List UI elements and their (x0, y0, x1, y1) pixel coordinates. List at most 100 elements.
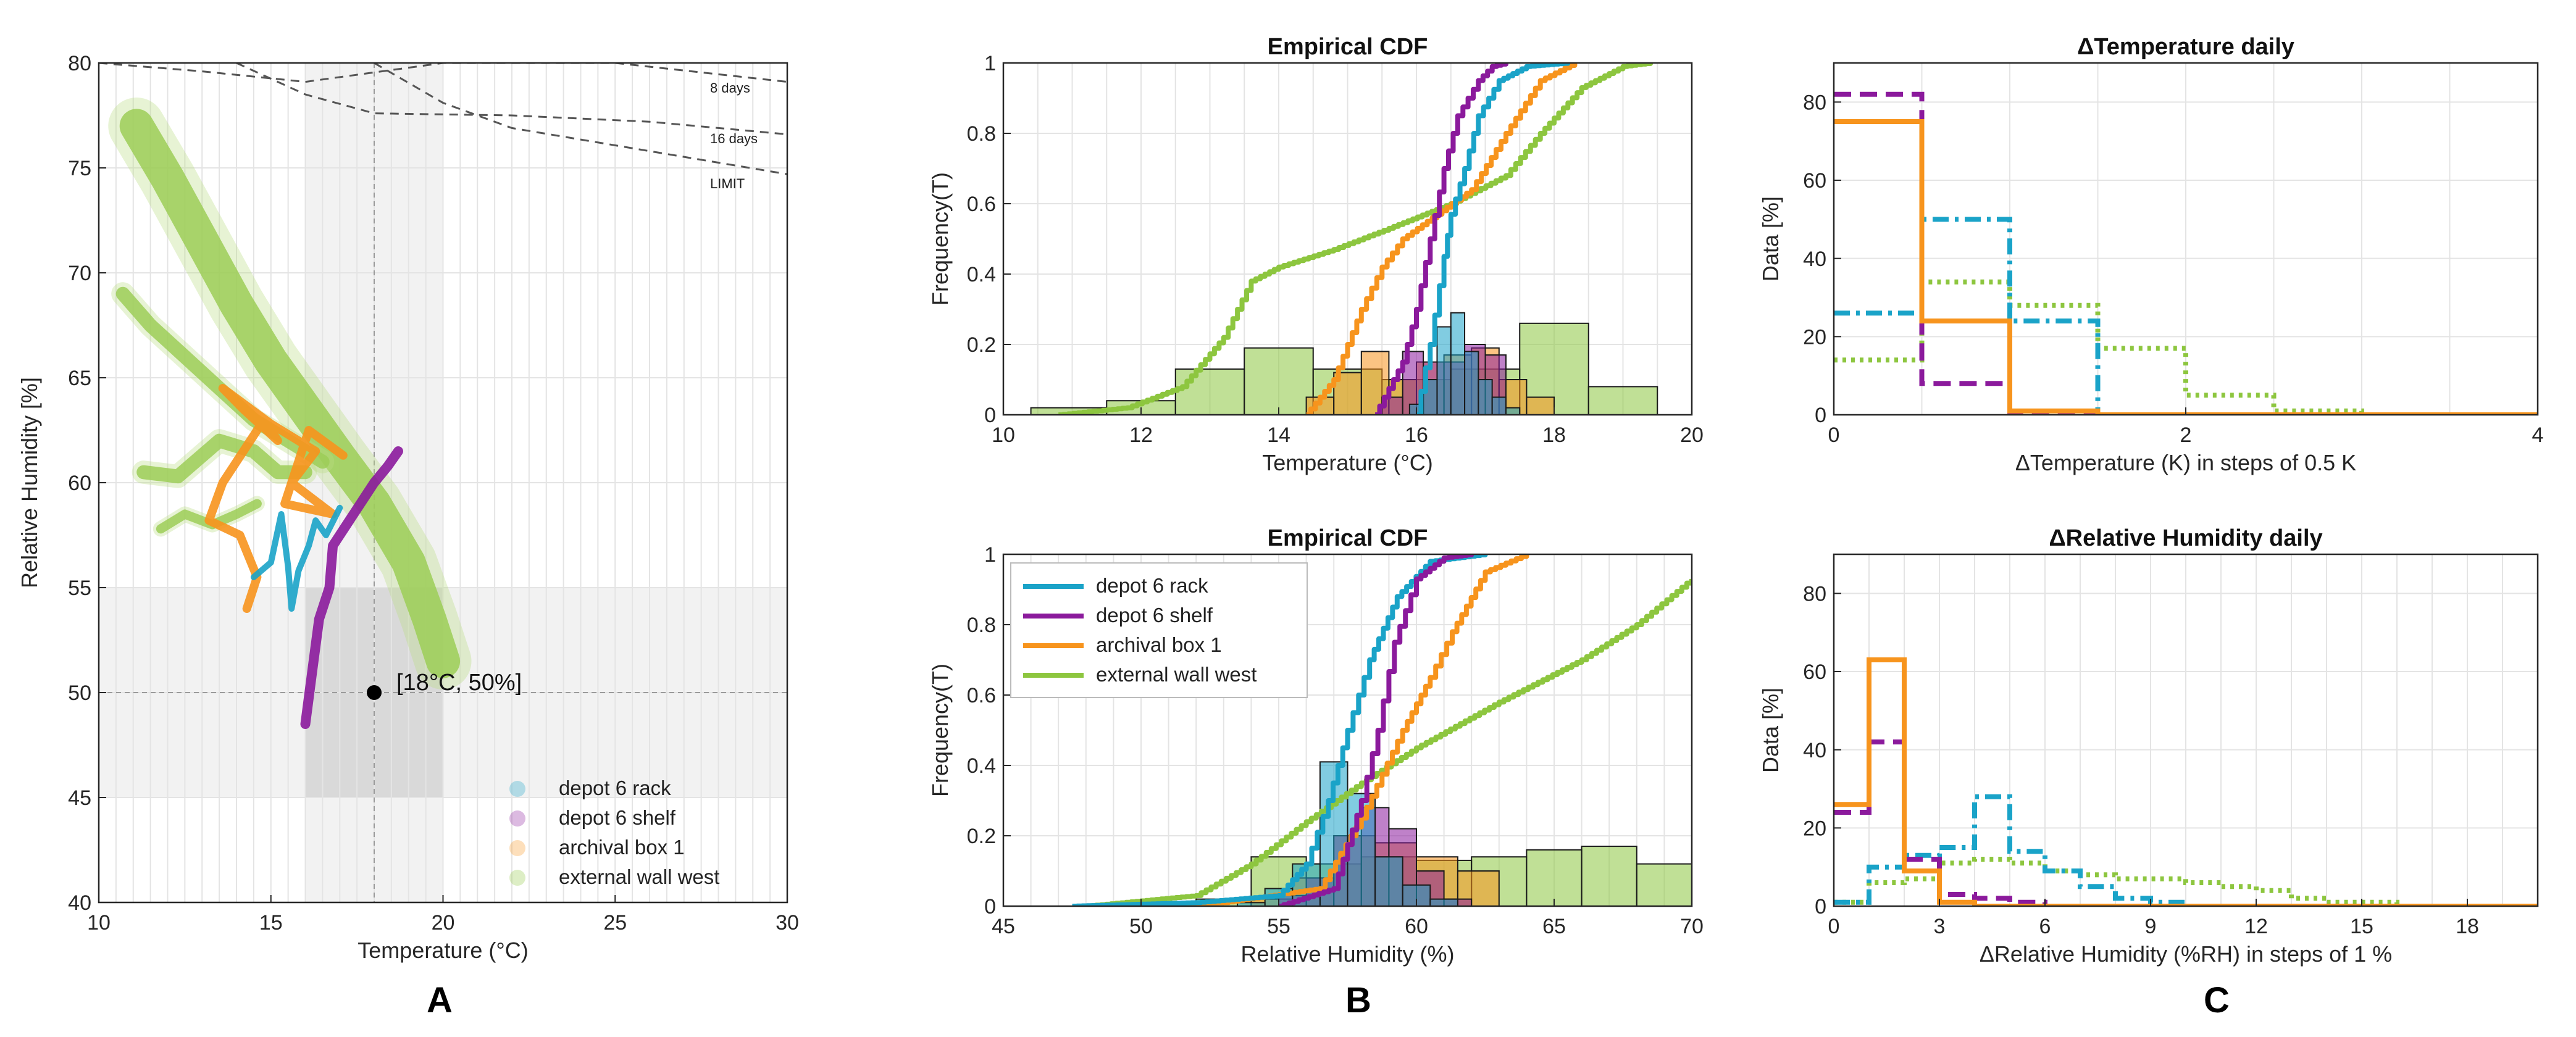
histogram-bar (1636, 863, 1692, 906)
y-tick-label: 45 (68, 786, 91, 810)
series-external-wall-west-halo (108, 98, 472, 689)
x-tick-label: 30 (776, 911, 799, 935)
x-tick-label: 60 (1405, 915, 1428, 938)
y-tick-label: 0.2 (967, 333, 996, 357)
y-axis-label: Frequency(T) (927, 664, 953, 797)
x-axis-label: ΔTemperature (K) in steps of 0.5 K (2015, 450, 2356, 475)
y-tick-label: 0 (1815, 404, 1826, 427)
y-tick-label: 75 (68, 157, 91, 180)
y-tick-label: 1 (984, 52, 996, 75)
y-axis-label: Data [%] (1758, 688, 1783, 773)
y-tick-label: 55 (68, 577, 91, 600)
y-tick-label: 80 (68, 52, 91, 75)
y-tick-label: 60 (68, 472, 91, 495)
legend-label: external wall west (1096, 663, 1257, 686)
x-tick-label: 70 (1680, 915, 1704, 938)
chart-title: ΔRelative Humidity daily (2049, 525, 2322, 551)
histogram-bar (1478, 379, 1493, 415)
isoline (374, 63, 787, 175)
histogram-bar (1244, 347, 1314, 415)
y-tick-label: 60 (1803, 169, 1826, 193)
x-tick-label: 12 (1129, 423, 1153, 447)
y-tick-label: 20 (1803, 817, 1826, 841)
x-tick-label: 0 (1828, 423, 1840, 447)
target-point (367, 685, 382, 700)
histogram-bar (1174, 368, 1245, 415)
panel-letters: A B C (427, 980, 2230, 1020)
y-tick-label: 0 (984, 895, 996, 918)
y-tick-label: 80 (1803, 583, 1826, 606)
chart-title: ΔTemperature daily (2077, 34, 2294, 60)
x-tick-label: 55 (1267, 915, 1290, 938)
cdf-line-depot-6-shelf (1375, 63, 1508, 415)
legend-label: depot 6 rack (1096, 574, 1208, 597)
y-tick-label: 65 (68, 367, 91, 390)
y-tick-label: 1 (984, 543, 996, 567)
cdf-line-external-wall-west (1058, 63, 1654, 415)
histogram-bar (1436, 326, 1452, 415)
series-external-wall-west-halo (132, 429, 317, 488)
histogram-bar (1526, 849, 1583, 906)
histogram-bar (1450, 312, 1466, 415)
x-tick-label: 3 (1934, 915, 1946, 938)
histogram-bars (1085, 761, 1692, 906)
chart-title: Empirical CDF (1268, 525, 1428, 551)
histogram-bar (1464, 351, 1479, 415)
histogram-bar (1587, 386, 1658, 415)
histogram-bar (1429, 898, 1458, 906)
y-tick-label: 50 (68, 681, 91, 705)
cdf-line-depot-6-shelf (1279, 554, 1474, 906)
step-line-external-wall-west (1834, 279, 2538, 415)
panel-b-humidity-cdf: 45 50 55 60 65 70 0 0.2 0.4 0.6 0.8 1 Relative Humid… (927, 525, 1704, 967)
isoline-label: 16 days (710, 131, 758, 146)
histogram-bar (1505, 407, 1521, 415)
y-tick-label: 40 (1803, 739, 1826, 762)
legend-label: depot 6 rack (559, 777, 671, 799)
y-tick-label: 40 (68, 891, 91, 915)
axes-frame (1002, 62, 1693, 416)
x-tick-label: 6 (2039, 915, 2051, 938)
x-axis-label: ΔRelative Humidity (%RH) in steps of 1 % (1980, 941, 2392, 967)
y-tick-label: 0.4 (967, 263, 996, 286)
legend: depot 6 rack depot 6 shelf archival box 1 e… (509, 777, 719, 888)
y-axis-label: Data [%] (1758, 196, 1783, 281)
y-tick-label: 20 (1803, 326, 1826, 349)
series-archival-box-1 (204, 384, 348, 613)
x-tick-label: 10 (87, 911, 111, 935)
step-line-depot-6-shelf (1834, 91, 2538, 415)
x-tick-label: 4 (2532, 423, 2544, 447)
legend-label: external wall west (559, 865, 719, 888)
legend-label: archival box 1 (559, 836, 685, 859)
histogram-bar (1526, 396, 1555, 415)
y-axis-label: Relative Humidity [%] (17, 377, 42, 588)
y-tick-label: 0.6 (967, 193, 996, 216)
legend-marker (509, 840, 525, 856)
x-tick-label: 10 (992, 423, 1015, 447)
x-tick-label: 15 (2350, 915, 2373, 938)
x-axis-label: Relative Humidity (%) (1240, 941, 1454, 967)
panel-b-temperature-cdf: 10 12 14 16 18 20 0 0.2 0.4 0.6 0.8 1 Temperature (°… (927, 34, 1704, 475)
axes-frame (1002, 553, 1693, 907)
step-line-depot-6-shelf (1834, 739, 2538, 906)
legend-label: depot 6 shelf (1096, 604, 1213, 627)
series-external-wall-west (136, 433, 312, 484)
panel-letter-c: C (2204, 980, 2230, 1020)
x-tick-label: 65 (1542, 915, 1566, 938)
y-tick-label: 0 (984, 404, 996, 427)
x-axis-label: Temperature (°C) (1262, 450, 1432, 475)
x-tick-label: 18 (1542, 423, 1566, 447)
y-tick-label: 0 (1815, 895, 1826, 918)
y-tick-label: 0.6 (967, 684, 996, 707)
histogram-bar (1491, 396, 1507, 415)
panel-letter-a: A (427, 980, 453, 1020)
panel-a-scatter: 8 days 16 days LIMIT [18°C, 50%] 10 15 20 25 30 4… (17, 52, 799, 963)
y-tick-label: 60 (1803, 660, 1826, 684)
y-axis-label: Frequency(T) (927, 172, 953, 306)
x-tick-label: 20 (432, 911, 455, 935)
y-tick-label: 0.2 (967, 825, 996, 848)
legend-marker (509, 870, 525, 886)
y-tick-label: 0.4 (967, 754, 996, 778)
step-line-archival-box-1 (1834, 657, 2538, 906)
